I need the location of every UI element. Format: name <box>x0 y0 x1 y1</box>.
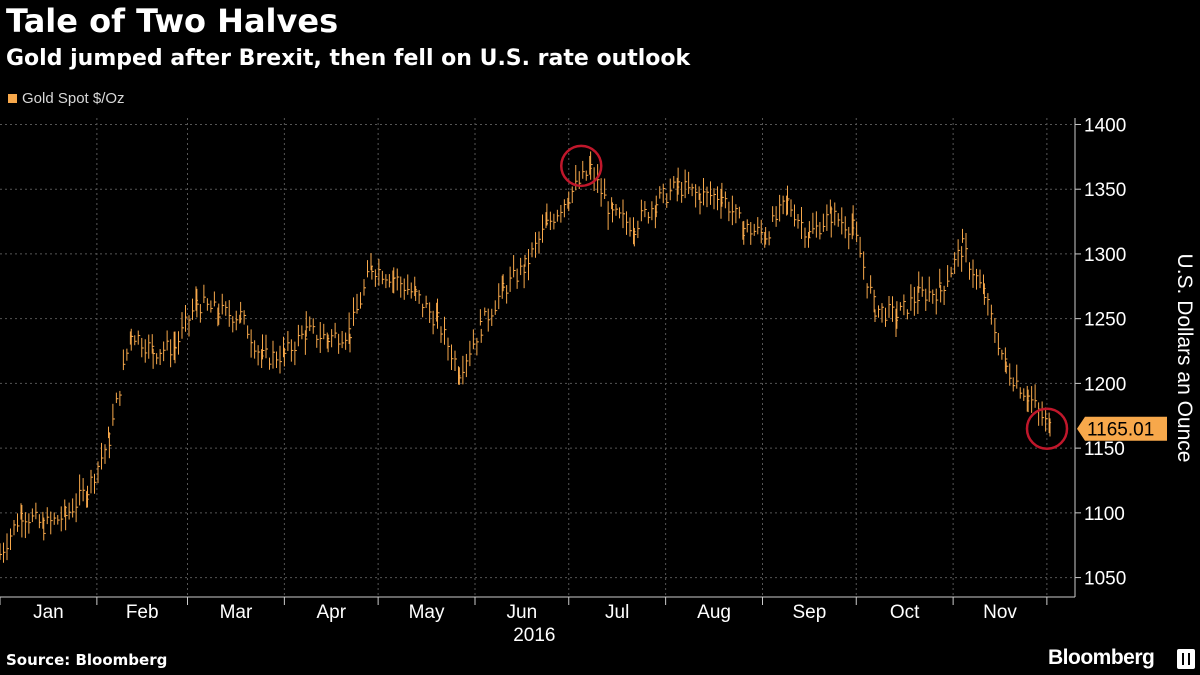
peak-highlight-circle <box>560 144 603 188</box>
bloomberg-logo: Bloomberg <box>1048 646 1155 669</box>
bloomberg-logo-icon <box>1177 649 1195 669</box>
legend-label: Gold Spot $/Oz <box>22 90 125 107</box>
x-tick-label: May <box>409 602 445 623</box>
x-tick-label: Nov <box>983 602 1017 623</box>
y-tick-label: 1300 <box>1084 245 1126 266</box>
latest-highlight-circle <box>1025 407 1069 450</box>
x-tick-label: Oct <box>890 602 920 623</box>
last-value-label: 1165.01 <box>1087 420 1154 441</box>
x-tick-label: Jun <box>507 602 538 623</box>
x-tick-label: Apr <box>316 602 346 623</box>
legend-swatch <box>8 94 17 103</box>
x-axis-year-label: 2016 <box>513 625 555 646</box>
x-tick-label: Aug <box>697 602 731 623</box>
y-tick-label: 1150 <box>1084 439 1125 460</box>
y-tick-label: 1200 <box>1084 374 1126 395</box>
chart-subtitle: Gold jumped after Brexit, then fell on U… <box>6 46 691 71</box>
y-tick-label: 1050 <box>1084 569 1126 590</box>
y-tick-label: 1250 <box>1084 310 1126 331</box>
x-tick-label: Jan <box>33 602 64 623</box>
source-note: Source: Bloomberg <box>6 651 168 669</box>
x-tick-label: Mar <box>220 602 253 623</box>
x-tick-label: Jul <box>605 602 629 623</box>
chart-legend: Gold Spot $/Oz <box>8 90 125 107</box>
y-tick-label: 1100 <box>1084 504 1125 525</box>
x-tick-label: Feb <box>126 602 159 623</box>
y-axis-label-text: U.S. Dollars an Ounce <box>1173 253 1196 463</box>
y-axis-label: U.S. Dollars an Ounce <box>1166 228 1200 488</box>
y-tick-label: 1400 <box>1084 115 1126 136</box>
last-value-marker <box>1077 416 1167 441</box>
y-tick-label: 1350 <box>1084 180 1126 201</box>
x-tick-label: Sep <box>792 602 826 623</box>
chart-title: Tale of Two Halves <box>6 2 339 40</box>
